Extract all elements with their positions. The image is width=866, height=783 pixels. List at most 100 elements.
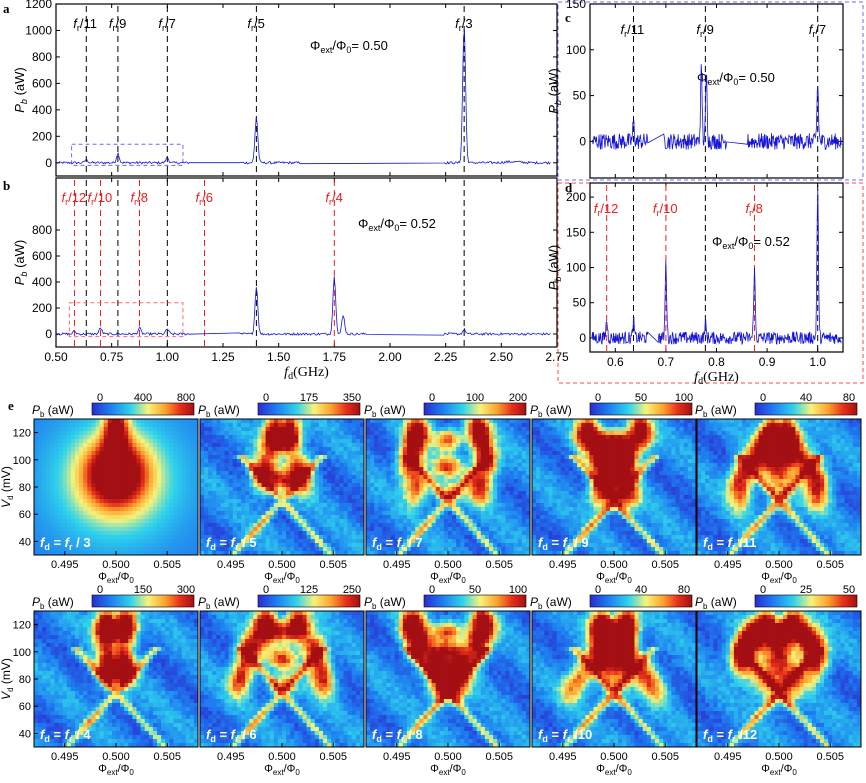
- heat-cell: [294, 515, 299, 520]
- heat-cell: [136, 539, 141, 544]
- heat-cell: [456, 463, 461, 468]
- fd-den: / 3: [73, 535, 91, 550]
- heat-cell: [493, 491, 498, 496]
- heat-cell: [497, 523, 502, 528]
- heat-cell: [107, 495, 113, 500]
- heat-cell: [343, 519, 348, 524]
- heat-cell: [66, 515, 72, 520]
- heat-cell: [298, 423, 303, 428]
- heat-cell: [241, 455, 246, 460]
- heat-cell: [46, 459, 51, 464]
- heat-cell: [70, 451, 76, 456]
- heat-cell: [232, 419, 238, 424]
- heat-cell: [99, 539, 105, 544]
- heat-cell: [355, 483, 361, 488]
- heat-cell: [87, 503, 92, 508]
- heat-cell: [277, 551, 283, 556]
- heat-cell: [253, 427, 258, 432]
- heat-cell: [423, 507, 428, 512]
- heat-cell: [124, 423, 129, 428]
- heat-cell: [489, 547, 494, 552]
- heat-cell: [448, 515, 453, 520]
- heat-cell: [318, 463, 324, 468]
- heat-cell: [241, 427, 246, 432]
- heat-cell: [327, 511, 332, 516]
- heat-cell: [398, 439, 404, 444]
- heat-cell: [75, 539, 80, 544]
- heat-cell: [66, 491, 72, 496]
- heat-cell: [200, 459, 205, 464]
- heat-cell: [181, 531, 187, 536]
- heat-cell: [306, 463, 312, 468]
- heat-cell: [224, 423, 230, 428]
- heat-cell: [200, 527, 205, 532]
- heat-cell: [456, 451, 461, 456]
- heat-cell: [355, 479, 361, 484]
- heat-cell: [116, 467, 121, 472]
- heat-cell: [544, 427, 549, 432]
- heat-cell: [66, 499, 72, 504]
- heat-cell: [355, 511, 361, 516]
- heat-cell: [157, 443, 162, 448]
- heat-cell: [443, 479, 449, 484]
- heat-cell: [415, 511, 420, 516]
- heat-cell: [532, 531, 537, 536]
- heat-cell: [468, 495, 473, 500]
- heat-cell: [103, 547, 109, 552]
- heat-cell: [34, 439, 39, 444]
- heat-cell: [42, 471, 47, 476]
- heat-cell: [544, 527, 549, 532]
- heat-cell: [282, 431, 287, 436]
- heat-cell: [161, 459, 166, 464]
- heat-cell: [323, 439, 328, 444]
- heat-cell: [568, 503, 574, 508]
- heat-cell: [327, 519, 332, 524]
- heat-cell: [298, 495, 303, 500]
- heat-cell: [540, 535, 545, 540]
- heat-cell: [273, 511, 279, 516]
- heat-cell: [95, 527, 100, 532]
- heat-cell: [501, 427, 506, 432]
- heat-cell: [431, 539, 437, 544]
- heat-cell: [339, 427, 344, 432]
- heat-cell: [374, 519, 379, 524]
- x-tick-label: 2.75: [545, 350, 569, 364]
- heat-cell: [581, 519, 586, 524]
- heat-cell: [415, 471, 420, 476]
- heat-cell: [544, 455, 549, 460]
- heat-cell: [335, 535, 340, 540]
- heat-cell: [568, 447, 574, 452]
- heat-cell: [245, 487, 250, 492]
- heat-cell: [472, 543, 478, 548]
- heat-cell: [83, 431, 88, 436]
- heat-cell: [552, 443, 557, 448]
- heat-cell: [120, 479, 125, 484]
- heat-cell: [532, 443, 537, 448]
- heat-cell: [181, 523, 187, 528]
- heat-cell: [351, 427, 357, 432]
- heat-cell: [525, 483, 531, 488]
- heat-cell: [302, 427, 307, 432]
- heat-cell: [552, 499, 557, 504]
- heat-cell: [177, 551, 182, 556]
- heat-cell: [489, 435, 494, 440]
- heat-cell: [185, 431, 191, 436]
- heat-cell: [124, 471, 129, 476]
- heat-cell: [208, 431, 213, 436]
- heat-cell: [83, 499, 88, 504]
- heat-cell: [544, 547, 549, 552]
- heat-cell: [290, 519, 295, 524]
- hm-x-tick-label: 0.505: [485, 559, 513, 571]
- heat-cell: [370, 531, 375, 536]
- heat-cell: [415, 531, 420, 536]
- heat-cell: [331, 539, 336, 544]
- heat-cell: [62, 491, 68, 496]
- heat-cell: [560, 423, 566, 428]
- heat-cell: [480, 427, 486, 432]
- heat-cell: [431, 431, 437, 436]
- heat-cell: [282, 439, 287, 444]
- heat-cell: [294, 467, 299, 472]
- heat-cell: [536, 479, 541, 484]
- heat-cell: [273, 447, 279, 452]
- heat-cell: [50, 503, 55, 508]
